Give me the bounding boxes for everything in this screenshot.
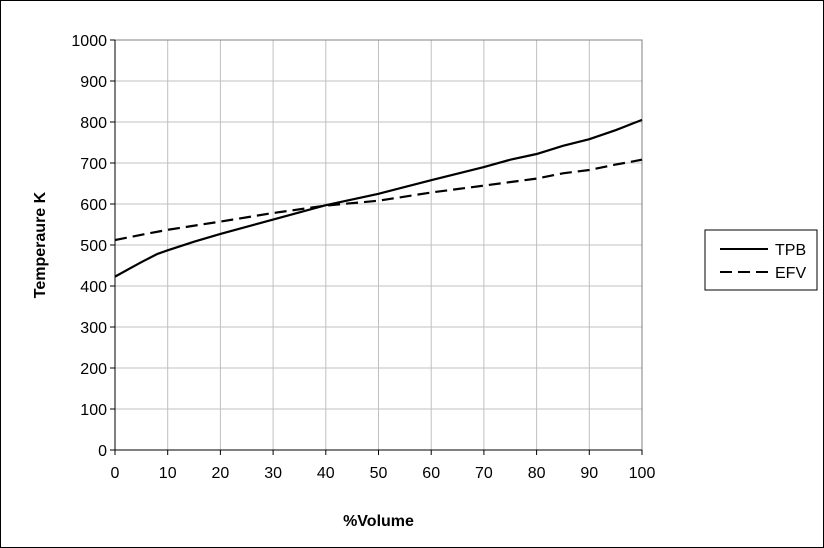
y-tick-label: 200 [80, 361, 107, 378]
x-axis-title: %Volume [343, 513, 414, 530]
series-layer [114, 118, 643, 278]
y-tick-label: 300 [80, 320, 107, 337]
legend: TPB EFV [704, 229, 818, 291]
x-tick-label: 100 [629, 465, 656, 482]
x-tick-label: 50 [370, 465, 388, 482]
y-tick-label: 900 [80, 74, 107, 91]
x-tick-label: 10 [159, 465, 177, 482]
y-axis-ticks: 0 100 200 300 400 500 600 700 800 900 1000 [71, 33, 115, 460]
x-axis-ticks: 0 10 20 30 40 50 60 70 80 90 100 [111, 450, 656, 482]
y-tick-label: 1000 [71, 33, 107, 50]
x-tick-label: 0 [111, 465, 120, 482]
x-tick-label: 80 [528, 465, 546, 482]
series-line-efv [114, 158, 643, 242]
y-tick-label: 400 [80, 279, 107, 296]
grid-lines [114, 39, 643, 451]
x-tick-label: 60 [422, 465, 440, 482]
y-tick-label: 0 [98, 443, 107, 460]
x-tick-label: 90 [580, 465, 598, 482]
x-tick-label: 40 [317, 465, 335, 482]
y-tick-label: 500 [80, 238, 107, 255]
legend-label-tpb: TPB [775, 242, 806, 259]
y-tick-label: 700 [80, 156, 107, 173]
y-tick-label: 100 [80, 402, 107, 419]
y-tick-label: 800 [80, 115, 107, 132]
x-tick-label: 20 [212, 465, 230, 482]
x-tick-label: 70 [475, 465, 493, 482]
y-axis-title: Temperaure K [32, 191, 49, 298]
x-tick-label: 30 [264, 465, 282, 482]
y-tick-label: 600 [80, 197, 107, 214]
series-line-tpb [114, 118, 643, 278]
legend-box [704, 229, 818, 291]
legend-label-efv: EFV [775, 265, 806, 282]
